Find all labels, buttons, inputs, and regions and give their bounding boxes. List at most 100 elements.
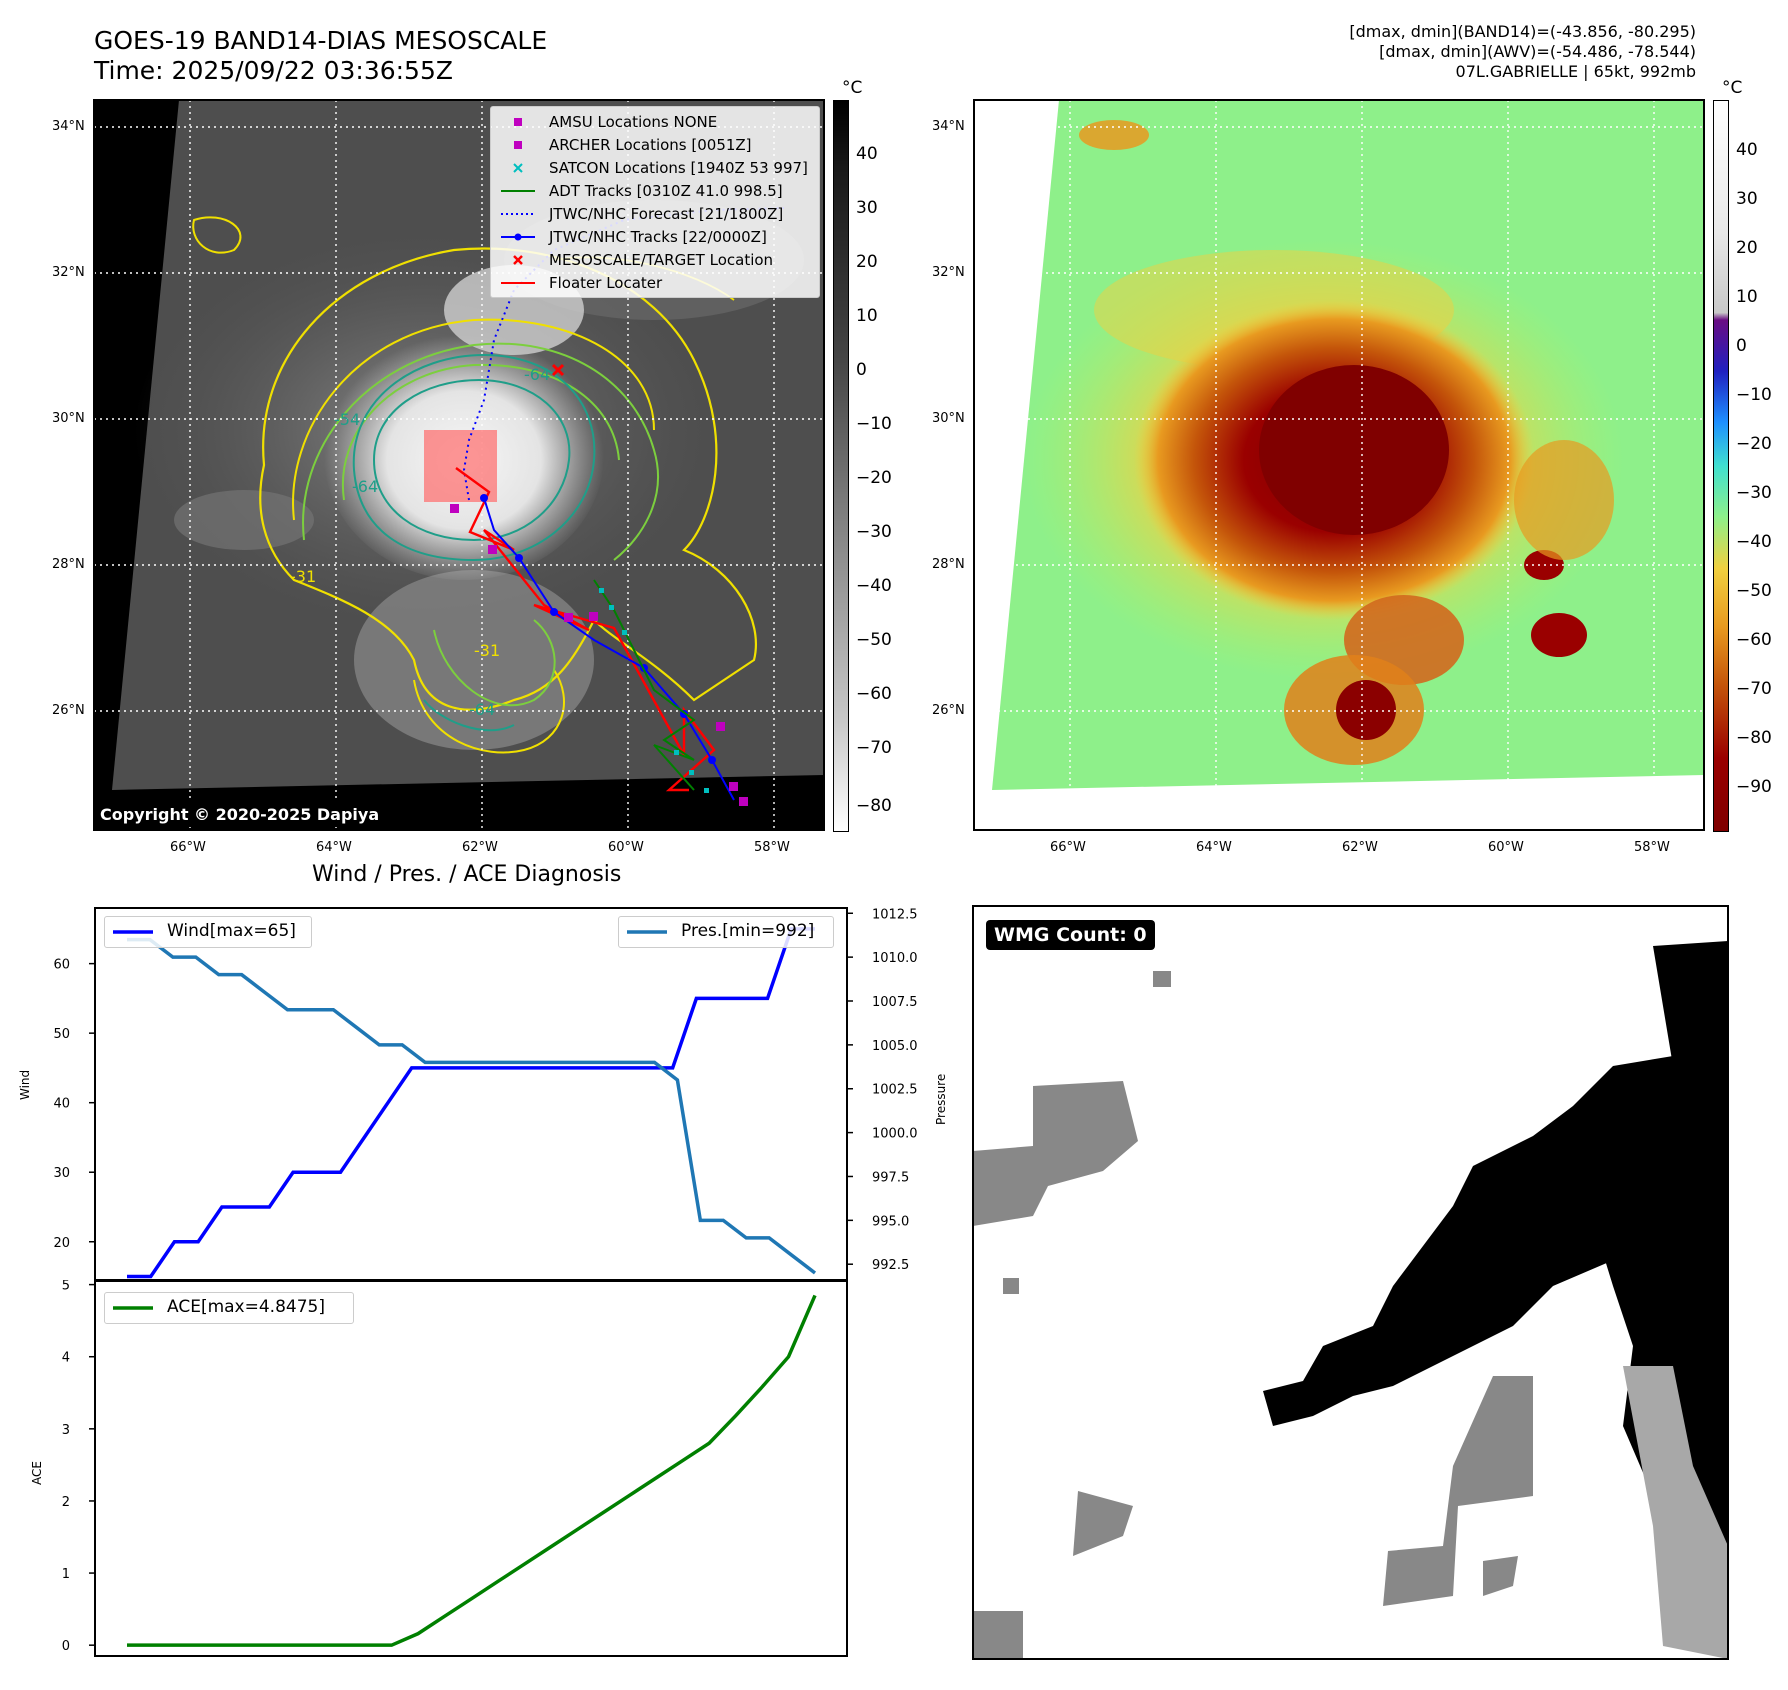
legend-x-marker <box>513 255 523 265</box>
lat-label: 26°N <box>932 703 965 718</box>
contour-label: -31 <box>474 641 500 660</box>
copyright-badge: Copyright © 2020-2025 Dapiya <box>94 802 386 827</box>
legend-line-marker <box>501 190 535 192</box>
lon-label: 64°W <box>1196 840 1232 855</box>
enhanced-colorbar <box>1713 100 1729 832</box>
colorbar-tick: −30 <box>856 522 892 542</box>
pressure-y-tick-label: 997.5 <box>872 1170 909 1185</box>
colorbar-tick: −80 <box>1736 728 1772 748</box>
colorbar-tick: −70 <box>856 738 892 758</box>
ace-y-tick-label: 5 <box>62 1280 70 1294</box>
legend-dotted-marker <box>501 213 535 215</box>
contour-label: -64 <box>524 365 550 384</box>
ir-map-panel: -64 -54 -64 -31 -31 -64 Copyright © 2020… <box>94 100 824 830</box>
lat-label: 28°N <box>52 557 85 572</box>
lat-label: 34°N <box>52 119 85 134</box>
ace-y-tick-label: 2 <box>62 1495 70 1510</box>
lon-label: 62°W <box>462 840 498 855</box>
enhanced-ir-map-panel <box>974 100 1704 830</box>
chart-title: GOES-19 BAND14-DIAS MESOSCALE <box>94 26 548 55</box>
colorbar-tick: 10 <box>1736 287 1758 307</box>
wind-legend-swatch <box>113 930 153 934</box>
lon-label: 58°W <box>754 840 790 855</box>
lon-label: 58°W <box>1634 840 1670 855</box>
colorbar-tick: −20 <box>856 468 892 488</box>
pressure-y-tick-label: 995.0 <box>872 1214 909 1229</box>
info-band14-range: [dmax, dmin](BAND14)=(-43.856, -80.295) <box>1349 22 1696 41</box>
ace-series-line <box>127 1294 817 1647</box>
colorbar-tick: −60 <box>856 684 892 704</box>
colorbar-tick: −40 <box>856 576 892 596</box>
pressure-y-tick-label: 1012.5 <box>872 907 918 922</box>
ace-y-tick-label: 3 <box>62 1423 70 1438</box>
legend-square-marker <box>514 118 522 126</box>
lat-label: 26°N <box>52 703 85 718</box>
ace-legend: ACE[max=4.8475] <box>104 1292 354 1324</box>
contour-label: -64 <box>469 700 495 719</box>
colorbar-tick: −10 <box>856 414 892 434</box>
pressure-y-tick-label: 1007.5 <box>872 995 918 1010</box>
wmg-mask-image <box>973 906 1728 1659</box>
ace-legend-label: ACE[max=4.8475] <box>167 1297 325 1317</box>
colorbar-tick: 30 <box>1736 189 1758 209</box>
legend-x-marker <box>513 163 523 173</box>
pressure-y-tick-label: 1005.0 <box>872 1039 918 1054</box>
contour-label: -31 <box>290 567 316 586</box>
lat-label: 32°N <box>52 265 85 280</box>
pressure-y-tick-label: 1000.0 <box>872 1127 918 1142</box>
enhanced-ir-map-image <box>974 100 1704 830</box>
pressure-y-tick-label: 1002.5 <box>872 1083 918 1098</box>
pressure-y-tick-label: 1010.0 <box>872 951 918 966</box>
wind-series-line <box>127 927 815 1279</box>
pressure-y-tick-label: 992.5 <box>872 1258 909 1273</box>
info-storm-summary: 07L.GABRIELLE | 65kt, 992mb <box>1455 62 1696 81</box>
legend-square-marker <box>514 141 522 149</box>
contour-label: -54 <box>334 410 360 429</box>
colorbar-tick: 40 <box>856 144 878 164</box>
wmg-count-badge: WMG Count: 0 <box>986 920 1155 950</box>
colorbar-tick: 30 <box>856 198 878 218</box>
colorbar-tick: −20 <box>1736 434 1772 454</box>
lat-label: 34°N <box>932 119 965 134</box>
pressure-legend-label: Pres.[min=992] <box>681 921 815 941</box>
wind-y-tick-label: 50 <box>53 1027 70 1042</box>
colorbar-tick: −50 <box>1736 581 1772 601</box>
wind-pressure-chart: 20 30 40 50 60 992.5 995.0 997.5 1000.0 1002.5 100… <box>53 907 918 1281</box>
colorbar-tick: −80 <box>856 796 892 816</box>
pressure-legend: Pres.[min=992] <box>618 916 834 948</box>
ace-y-tick-label: 1 <box>62 1567 70 1582</box>
legend-line-marker <box>501 282 535 284</box>
lat-label: 28°N <box>932 557 965 572</box>
colorbar-tick: 40 <box>1736 140 1758 160</box>
colorbar-unit: °C <box>1722 78 1743 98</box>
map-legend: AMSU Locations NONE ARCHER Locations [00… <box>490 106 820 298</box>
colorbar-tick: 20 <box>1736 238 1758 258</box>
ace-y-tick-label: 0 <box>62 1639 70 1654</box>
lon-label: 66°W <box>170 840 206 855</box>
colorbar-tick: 0 <box>1736 336 1747 356</box>
contour-label: -64 <box>352 477 378 496</box>
lon-label: 60°W <box>1488 840 1524 855</box>
colorbar-tick: −90 <box>1736 777 1772 797</box>
ace-axes-frame <box>94 1280 848 1657</box>
colorbar-tick: 10 <box>856 306 878 326</box>
colorbar-unit: °C <box>842 78 863 98</box>
ir-colorbar <box>833 100 849 832</box>
wind-y-tick-label: 60 <box>53 958 70 973</box>
lon-label: 64°W <box>316 840 352 855</box>
colorbar-tick: −40 <box>1736 532 1772 552</box>
ace-chart: 0 1 2 3 4 5 <box>62 1280 848 1657</box>
lat-label: 30°N <box>52 411 85 426</box>
colorbar-tick: 20 <box>856 252 878 272</box>
lon-label: 60°W <box>608 840 644 855</box>
pressure-series-line <box>127 937 817 1275</box>
wind-legend-label: Wind[max=65] <box>167 921 296 941</box>
colorbar-tick: 0 <box>856 360 867 380</box>
wind-y-tick-label: 20 <box>53 1236 70 1251</box>
colorbar-tick: −60 <box>1736 630 1772 650</box>
colorbar-tick: −50 <box>856 630 892 650</box>
wind-y-tick-label: 30 <box>53 1166 70 1181</box>
lat-label: 30°N <box>932 411 965 426</box>
wmg-panel: WMG Count: 0 <box>973 906 1728 1659</box>
wind-legend: Wind[max=65] <box>104 916 312 948</box>
